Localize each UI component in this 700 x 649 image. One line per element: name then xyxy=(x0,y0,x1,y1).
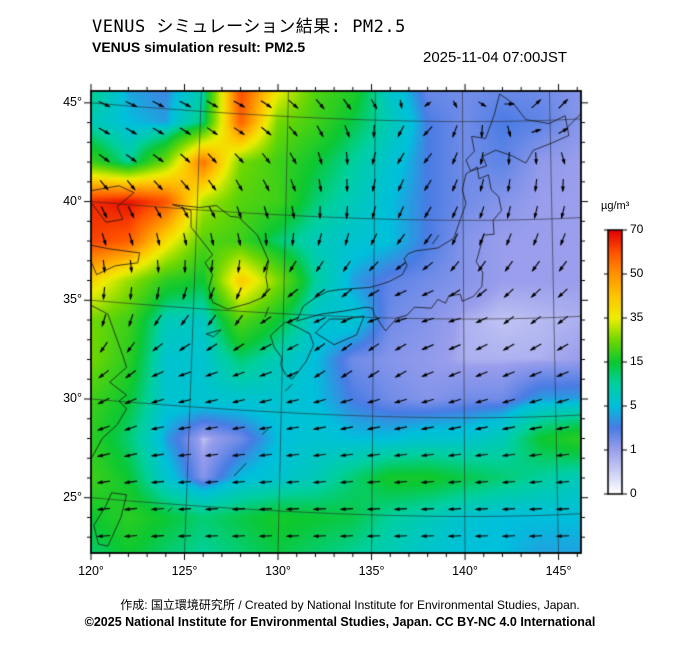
lat-axis-label: 25° xyxy=(63,489,82,504)
lat-axis-label: 45° xyxy=(63,94,82,109)
lon-axis-label: 125° xyxy=(171,564,198,578)
colorbar-unit-label: µg/m³ xyxy=(601,200,630,212)
colorbar-tick-label: 1 xyxy=(630,442,637,456)
lon-axis-label: 130° xyxy=(265,564,291,578)
lat-axis-label: 40° xyxy=(63,193,82,208)
lon-axis-label: 135° xyxy=(358,564,385,578)
colorbar-tick-label: 5 xyxy=(630,398,637,412)
footer-credit: 作成: 国立環境研究所 / Created by National Instit… xyxy=(120,598,580,612)
lon-axis-label: 120° xyxy=(78,564,104,578)
footer-license: ©2025 National Institute for Environment… xyxy=(84,615,596,629)
colorbar-tick-label: 50 xyxy=(630,266,644,280)
colorbar-tick-label: 35 xyxy=(630,310,644,324)
colorbar-tick-label: 15 xyxy=(630,354,644,368)
colorbar-tick-label: 0 xyxy=(630,486,637,500)
lon-axis-label: 145° xyxy=(545,564,572,578)
colorbar-tick-label: 70 xyxy=(630,222,644,236)
lon-axis-label: 140° xyxy=(452,564,478,578)
lat-axis-label: 30° xyxy=(63,391,82,405)
lat-axis-label: 35° xyxy=(63,292,82,307)
